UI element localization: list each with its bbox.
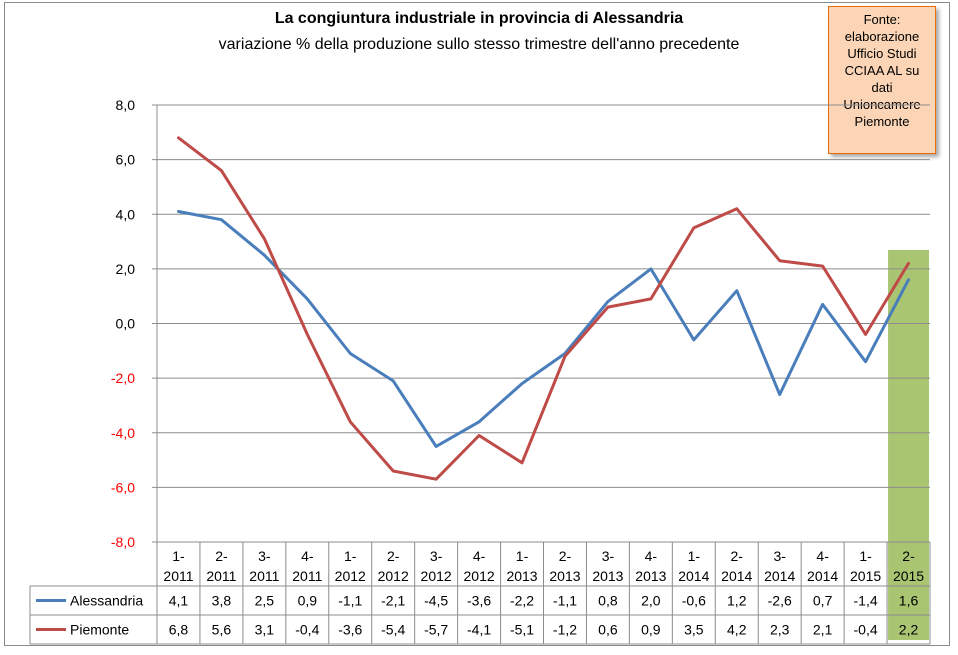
category-label-quarter: 1- bbox=[688, 548, 701, 564]
category-label-quarter: 1- bbox=[172, 548, 185, 564]
series-line-piemonte bbox=[177, 136, 910, 481]
category-label-year: 2013 bbox=[592, 568, 623, 584]
table-cell-value: 1,2 bbox=[727, 593, 747, 609]
highlight-column bbox=[888, 250, 929, 640]
source-note-line: dati bbox=[871, 80, 893, 95]
table-cell-value: -0,4 bbox=[295, 622, 319, 638]
table-cell-value: 2,0 bbox=[641, 593, 661, 609]
table-cell-value: 6,8 bbox=[169, 622, 189, 638]
category-label-year: 2011 bbox=[163, 568, 193, 584]
table-cell-value: -5,7 bbox=[424, 622, 448, 638]
table-cell-value: -2,2 bbox=[510, 593, 534, 609]
table-cell-value: -2,1 bbox=[381, 593, 405, 609]
y-tick-label: -2,0 bbox=[111, 370, 135, 386]
category-label-year: 2012 bbox=[421, 568, 452, 584]
table-cell-value: -5,4 bbox=[381, 622, 405, 638]
category-label-quarter: 2- bbox=[215, 548, 228, 564]
category-label-quarter: 2- bbox=[559, 548, 572, 564]
table-cell-value: -0,4 bbox=[854, 622, 878, 638]
table-cell-value: 2,1 bbox=[813, 622, 833, 638]
category-label-year: 2013 bbox=[506, 568, 537, 584]
y-tick-label: 8,0 bbox=[116, 97, 136, 113]
table-cell-value: 3,1 bbox=[255, 622, 275, 638]
legend-label-alessandria: Alessandria bbox=[70, 593, 143, 609]
chart-subtitle: variazione % della produzione sullo stes… bbox=[218, 36, 740, 53]
category-label-quarter: 2- bbox=[902, 548, 915, 564]
category-label-year: 2011 bbox=[206, 568, 236, 584]
y-tick-label: 2,0 bbox=[116, 261, 136, 277]
table-cell-value: 0,7 bbox=[813, 593, 833, 609]
category-label-year: 2015 bbox=[893, 568, 924, 584]
table-cell-value: 0,9 bbox=[641, 622, 661, 638]
table-cell-value: 4,1 bbox=[169, 593, 189, 609]
table-cell-value: 2,2 bbox=[899, 622, 919, 638]
source-note-line: Piemonte bbox=[854, 114, 910, 129]
category-label-year: 2014 bbox=[678, 568, 709, 584]
category-label-quarter: 4- bbox=[301, 548, 314, 564]
category-label-quarter: 1- bbox=[859, 548, 872, 564]
table-cell-value: 3,8 bbox=[212, 593, 232, 609]
y-tick-label: 0,0 bbox=[116, 316, 136, 332]
category-label-quarter: 3- bbox=[773, 548, 786, 564]
category-label-quarter: 4- bbox=[473, 548, 486, 564]
y-tick-label: 6,0 bbox=[116, 152, 136, 168]
y-tick-label: -4,0 bbox=[111, 425, 135, 441]
y-tick-label: -8,0 bbox=[111, 534, 135, 550]
table-cell-value: 3,5 bbox=[684, 622, 704, 638]
category-label-quarter: 3- bbox=[258, 548, 271, 564]
category-label-quarter: 3- bbox=[602, 548, 615, 564]
category-label-quarter: 1- bbox=[344, 548, 357, 564]
category-label-year: 2012 bbox=[378, 568, 409, 584]
category-label-year: 2011 bbox=[249, 568, 279, 584]
table-cell-value: -4,5 bbox=[424, 593, 448, 609]
category-label-quarter: 4- bbox=[816, 548, 829, 564]
table-cell-value: 0,6 bbox=[598, 622, 618, 638]
table-cell-value: -3,6 bbox=[338, 622, 362, 638]
category-label-year: 2011 bbox=[292, 568, 322, 584]
table-cell-value: -1,4 bbox=[854, 593, 878, 609]
source-note-line: Fonte: bbox=[863, 12, 901, 27]
legend-label-piemonte: Piemonte bbox=[70, 622, 129, 638]
category-label-quarter: 3- bbox=[430, 548, 443, 564]
category-label-year: 2013 bbox=[549, 568, 580, 584]
category-label-quarter: 1- bbox=[516, 548, 529, 564]
category-label-year: 2014 bbox=[807, 568, 838, 584]
y-tick-label: -6,0 bbox=[111, 479, 135, 495]
table-cell-value: -1,1 bbox=[553, 593, 577, 609]
category-label-year: 2014 bbox=[721, 568, 752, 584]
chart-title: La congiuntura industriale in provincia … bbox=[274, 10, 684, 27]
category-label-quarter: 2- bbox=[387, 548, 400, 564]
table-cell-value: -1,2 bbox=[553, 622, 577, 638]
source-note-line: Ufficio Studi bbox=[847, 46, 917, 61]
category-label-year: 2012 bbox=[335, 568, 366, 584]
category-label-quarter: 4- bbox=[645, 548, 658, 564]
source-note-box: Fonte: elaborazione Ufficio Studi CCIAA AL … bbox=[828, 6, 936, 154]
series-line-alessandria bbox=[177, 210, 910, 448]
table-cell-value: -5,1 bbox=[510, 622, 534, 638]
table-cell-value: -0,6 bbox=[682, 593, 706, 609]
category-label-year: 2015 bbox=[850, 568, 881, 584]
y-tick-label: 4,0 bbox=[116, 206, 136, 222]
table-cell-value: -1,1 bbox=[338, 593, 362, 609]
table-cell-value: -4,1 bbox=[467, 622, 491, 638]
table-cell-value: 1,6 bbox=[899, 593, 919, 609]
source-note-line: CCIAA AL su bbox=[844, 63, 920, 78]
table-cell-value: -2,6 bbox=[768, 593, 792, 609]
table-cell-value: -3,6 bbox=[467, 593, 491, 609]
source-note-line: elaborazione bbox=[844, 29, 920, 44]
table-cell-value: 5,6 bbox=[212, 622, 232, 638]
table-cell-value: 4,2 bbox=[727, 622, 747, 638]
table-cell-value: 2,3 bbox=[770, 622, 790, 638]
category-label-year: 2012 bbox=[464, 568, 495, 584]
category-label-quarter: 2- bbox=[731, 548, 744, 564]
category-label-year: 2013 bbox=[635, 568, 666, 584]
table-cell-value: 0,8 bbox=[598, 593, 618, 609]
table-cell-value: 0,9 bbox=[298, 593, 318, 609]
category-label-year: 2014 bbox=[764, 568, 795, 584]
table-cell-value: 2,5 bbox=[255, 593, 275, 609]
